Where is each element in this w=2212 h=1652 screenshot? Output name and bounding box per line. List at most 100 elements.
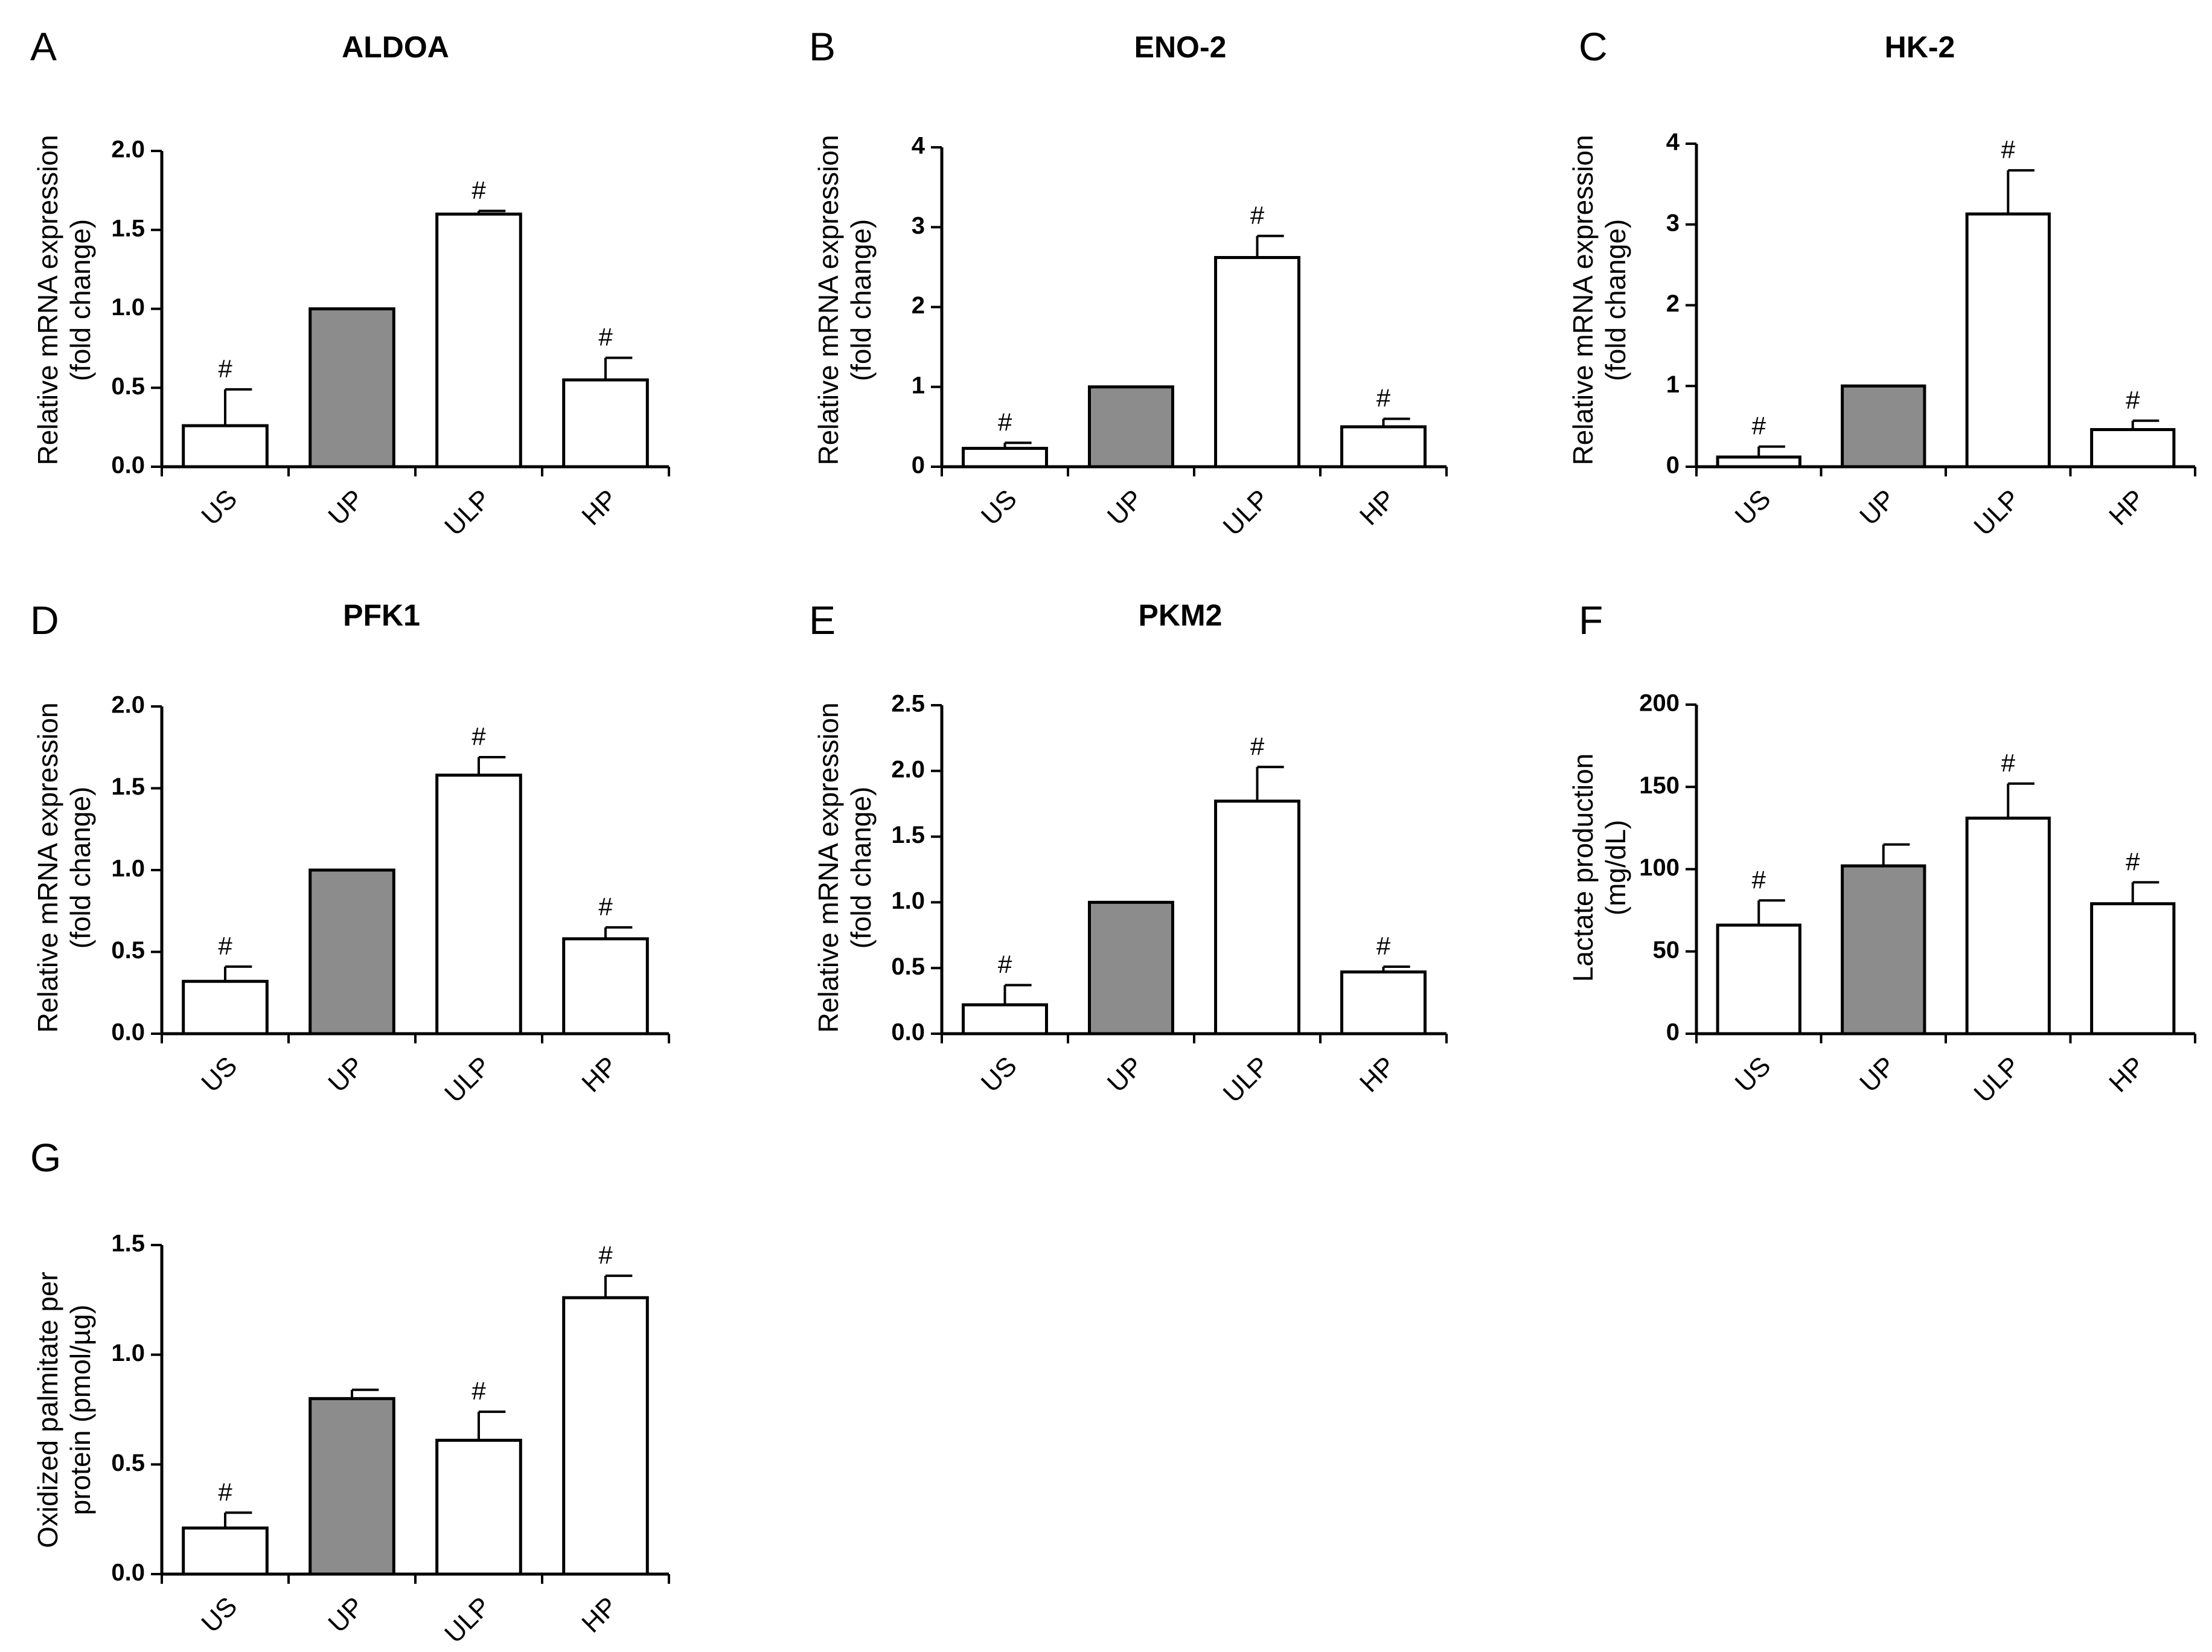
panel-letter: B bbox=[809, 24, 836, 69]
y-axis-title: Relative mRNA expression(fold change) bbox=[32, 702, 96, 1032]
y-tick-label: 0.5 bbox=[111, 1450, 145, 1476]
x-tick-label: US bbox=[976, 484, 1023, 531]
y-tick-label: 0.0 bbox=[111, 452, 145, 479]
x-tick-label: HP bbox=[2103, 484, 2150, 531]
y-tick-label: 0 bbox=[1666, 1019, 1680, 1046]
y-tick-label: 2 bbox=[1666, 290, 1680, 317]
y-tick-label: 1.0 bbox=[111, 1340, 145, 1366]
y-tick-label: 2.0 bbox=[891, 756, 925, 783]
y-axis-title-line: Lactate production bbox=[1567, 754, 1599, 982]
y-tick-label: 0.5 bbox=[111, 373, 145, 400]
significance-mark: # bbox=[1376, 932, 1391, 960]
significance-mark: # bbox=[998, 408, 1012, 436]
x-tick-label: UP bbox=[322, 1592, 369, 1639]
y-tick-label: 2.0 bbox=[111, 692, 145, 719]
y-axis-title-line: protein (pmol/µg) bbox=[65, 1305, 96, 1516]
significance-mark: # bbox=[598, 892, 613, 921]
chart-title: ENO-2 bbox=[1134, 30, 1227, 64]
significance-mark: # bbox=[218, 354, 232, 383]
bar-up bbox=[308, 868, 395, 1036]
x-tick-label: US bbox=[196, 1592, 243, 1639]
bar-up bbox=[308, 1397, 395, 1576]
significance-mark: # bbox=[2126, 847, 2140, 876]
chart-title: HK-2 bbox=[1885, 30, 1955, 64]
bar-up bbox=[1841, 864, 1926, 1036]
significance-mark: # bbox=[1752, 865, 1766, 894]
significance-mark: # bbox=[471, 722, 486, 751]
y-tick-label: 2 bbox=[912, 292, 925, 319]
y-axis-title-line: Relative mRNA expression bbox=[813, 135, 844, 465]
bar-hp bbox=[562, 937, 649, 1036]
significance-mark: # bbox=[1376, 384, 1391, 412]
y-axis-title: Relative mRNA expression(fold change) bbox=[813, 702, 877, 1032]
bar-hp bbox=[1340, 970, 1427, 1036]
x-tick-label: US bbox=[1730, 1051, 1777, 1098]
panel-letter: C bbox=[1579, 24, 1608, 69]
significance-mark: # bbox=[1250, 201, 1265, 229]
y-tick-label: 0 bbox=[912, 452, 925, 479]
y-tick-label: 1.5 bbox=[111, 773, 145, 800]
bar-hp bbox=[562, 1296, 649, 1576]
y-tick-label: 4 bbox=[1666, 129, 1680, 156]
panel-letter: E bbox=[809, 598, 836, 642]
panel-letter: G bbox=[30, 1135, 61, 1180]
y-tick-label: 1.5 bbox=[891, 822, 925, 848]
chart-panel-a: A ALDOA Relative mRNA expression(fold chan… bbox=[30, 24, 670, 542]
y-tick-label: 0.0 bbox=[111, 1019, 145, 1046]
significance-mark: # bbox=[1752, 412, 1766, 440]
x-tick-label: UP bbox=[1854, 1051, 1901, 1098]
y-tick-label: 1.0 bbox=[891, 888, 925, 914]
chart-panel-e: E PKM2 Relative mRNA expression(fold chang… bbox=[809, 598, 1448, 1109]
x-tick-label: UP bbox=[1102, 1051, 1149, 1098]
x-tick-label: US bbox=[196, 1051, 243, 1098]
x-tick-label: UP bbox=[322, 484, 369, 531]
y-tick-label: 100 bbox=[1639, 854, 1680, 881]
y-tick-label: 50 bbox=[1653, 936, 1680, 963]
bar-us bbox=[182, 1526, 269, 1576]
bar-hp bbox=[2090, 902, 2176, 1036]
chart-panel-d: D PFK1 Relative mRNA expression(fold chang… bbox=[30, 598, 670, 1109]
significance-mark: # bbox=[218, 1478, 232, 1506]
x-tick-label: HP bbox=[576, 1592, 623, 1639]
panel-letter: A bbox=[30, 24, 57, 69]
x-tick-label: ULP bbox=[1218, 1051, 1275, 1109]
y-tick-label: 200 bbox=[1639, 690, 1680, 717]
panel-letter: F bbox=[1579, 598, 1603, 642]
bar-up bbox=[308, 307, 395, 469]
bar-ulp bbox=[435, 773, 522, 1036]
chart-panel-g: G Oxidized palmitate perprotein (pmol/µg)… bbox=[30, 1135, 670, 1649]
y-tick-label: 2.0 bbox=[111, 136, 145, 163]
chart-title: ALDOA bbox=[342, 30, 449, 64]
chart-panel-b: B ENO-2 Relative mRNA expression(fold chan… bbox=[809, 24, 1448, 542]
y-axis-title: Oxidized palmitate perprotein (pmol/µg) bbox=[32, 1272, 96, 1548]
y-axis-title-line: Oxidized palmitate per bbox=[32, 1272, 63, 1548]
y-axis-title-line: Relative mRNA expression bbox=[32, 702, 63, 1032]
chart-panel-f: F Lactate production(mg/dL) # US UP # ULP # HP 0 5… bbox=[1567, 598, 2196, 1109]
y-tick-label: 1 bbox=[912, 372, 925, 399]
y-axis-title-line: (fold change) bbox=[845, 787, 877, 949]
bar-hp bbox=[2090, 427, 2176, 469]
x-tick-label: UP bbox=[322, 1051, 369, 1098]
bar-ulp bbox=[1214, 256, 1300, 469]
significance-mark: # bbox=[598, 323, 613, 351]
x-tick-label: ULP bbox=[439, 1051, 496, 1109]
chart-title: PFK1 bbox=[343, 598, 420, 632]
y-axis-title-line: Relative mRNA expression bbox=[813, 702, 844, 1032]
y-tick-label: 0.0 bbox=[891, 1019, 925, 1046]
x-tick-label: ULP bbox=[1218, 484, 1275, 542]
y-axis-title-line: Relative mRNA expression bbox=[1567, 135, 1599, 465]
y-tick-label: 1.0 bbox=[111, 856, 145, 882]
y-axis-title: Relative mRNA expression(fold change) bbox=[1567, 135, 1631, 465]
significance-mark: # bbox=[998, 950, 1012, 978]
y-tick-label: 1.0 bbox=[111, 294, 145, 321]
y-tick-label: 150 bbox=[1639, 772, 1680, 799]
y-axis-title-line: (mg/dL) bbox=[1600, 820, 1631, 915]
y-axis-title-line: Relative mRNA expression bbox=[32, 135, 63, 465]
significance-mark: # bbox=[1250, 732, 1265, 760]
x-tick-label: US bbox=[196, 484, 243, 531]
bar-ulp bbox=[1965, 816, 2051, 1036]
x-tick-label: UP bbox=[1854, 484, 1901, 531]
bar-hp bbox=[1340, 425, 1427, 469]
y-tick-label: 3 bbox=[912, 213, 925, 239]
bar-up bbox=[1088, 385, 1174, 469]
